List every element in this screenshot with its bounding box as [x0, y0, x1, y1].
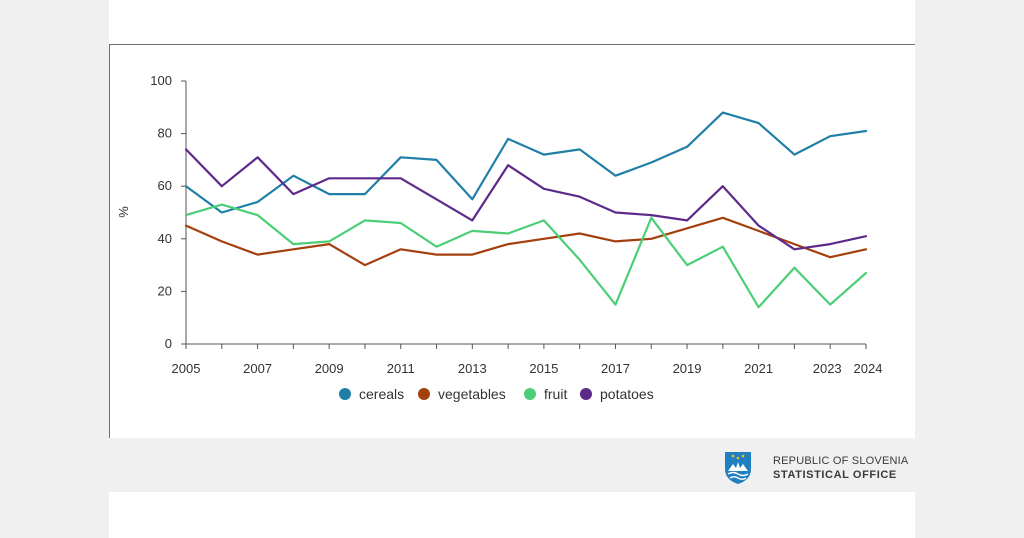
- x-tick-label: 2021: [744, 361, 773, 376]
- x-tick-label: 2015: [529, 361, 558, 376]
- x-tick-label: 2009: [315, 361, 344, 376]
- statistical-office-logo: REPUBLIC OF SLOVENIA STATISTICAL OFFICE: [724, 450, 914, 486]
- footer-band: [109, 438, 915, 492]
- y-axis-title: %: [116, 206, 131, 218]
- legend-item-fruit[interactable]: fruit: [524, 386, 567, 402]
- x-tick-label: 2024: [854, 361, 883, 376]
- chart-axes: 0 20 40 60 80 100 2005 2007 2009 2011 2013 2015 2017…: [116, 73, 882, 376]
- y-tick-label: 60: [158, 178, 172, 193]
- y-tick-label: 0: [165, 336, 172, 351]
- y-tick-label: 20: [158, 283, 172, 298]
- y-tick-label: 100: [150, 73, 172, 88]
- series-line-potatoes: [184, 148, 868, 251]
- legend-item-vegetables[interactable]: vegetables: [418, 386, 506, 402]
- legend-label-cereals: cereals: [359, 386, 404, 402]
- brand-text: REPUBLIC OF SLOVENIA STATISTICAL OFFICE: [773, 454, 908, 482]
- legend-marker-potatoes: [580, 388, 592, 400]
- x-tick-label: 2013: [458, 361, 487, 376]
- chart-legend[interactable]: cereals vegetables fruit potatoes: [339, 386, 654, 402]
- chart-series: [184, 111, 868, 309]
- x-tick-label: 2011: [387, 361, 415, 376]
- brand-line-1: REPUBLIC OF SLOVENIA: [773, 455, 909, 467]
- y-tick-label: 80: [158, 126, 172, 141]
- x-tick-label: 2017: [601, 361, 630, 376]
- brand-line-2: STATISTICAL OFFICE: [773, 469, 897, 481]
- legend-marker-fruit: [524, 388, 536, 400]
- x-tick-label: 2007: [243, 361, 272, 376]
- x-tick-label: 2019: [673, 361, 702, 376]
- series-line-cereals: [184, 111, 868, 214]
- top-card: [109, 0, 915, 44]
- legend-marker-vegetables: [418, 388, 430, 400]
- legend-label-vegetables: vegetables: [438, 386, 506, 402]
- bottom-card: [109, 492, 915, 538]
- legend-item-potatoes[interactable]: potatoes: [580, 386, 654, 402]
- legend-marker-cereals: [339, 388, 351, 400]
- slovenia-coat-of-arms-icon: [725, 452, 751, 484]
- x-tick-label: 2023: [813, 361, 842, 376]
- series-line-vegetables: [184, 216, 868, 267]
- legend-label-potatoes: potatoes: [600, 386, 654, 402]
- legend-label-fruit: fruit: [544, 386, 567, 402]
- y-tick-label: 40: [158, 231, 172, 246]
- series-line-fruit: [184, 203, 868, 309]
- x-tick-label: 2005: [172, 361, 201, 376]
- legend-item-cereals[interactable]: cereals: [339, 386, 404, 402]
